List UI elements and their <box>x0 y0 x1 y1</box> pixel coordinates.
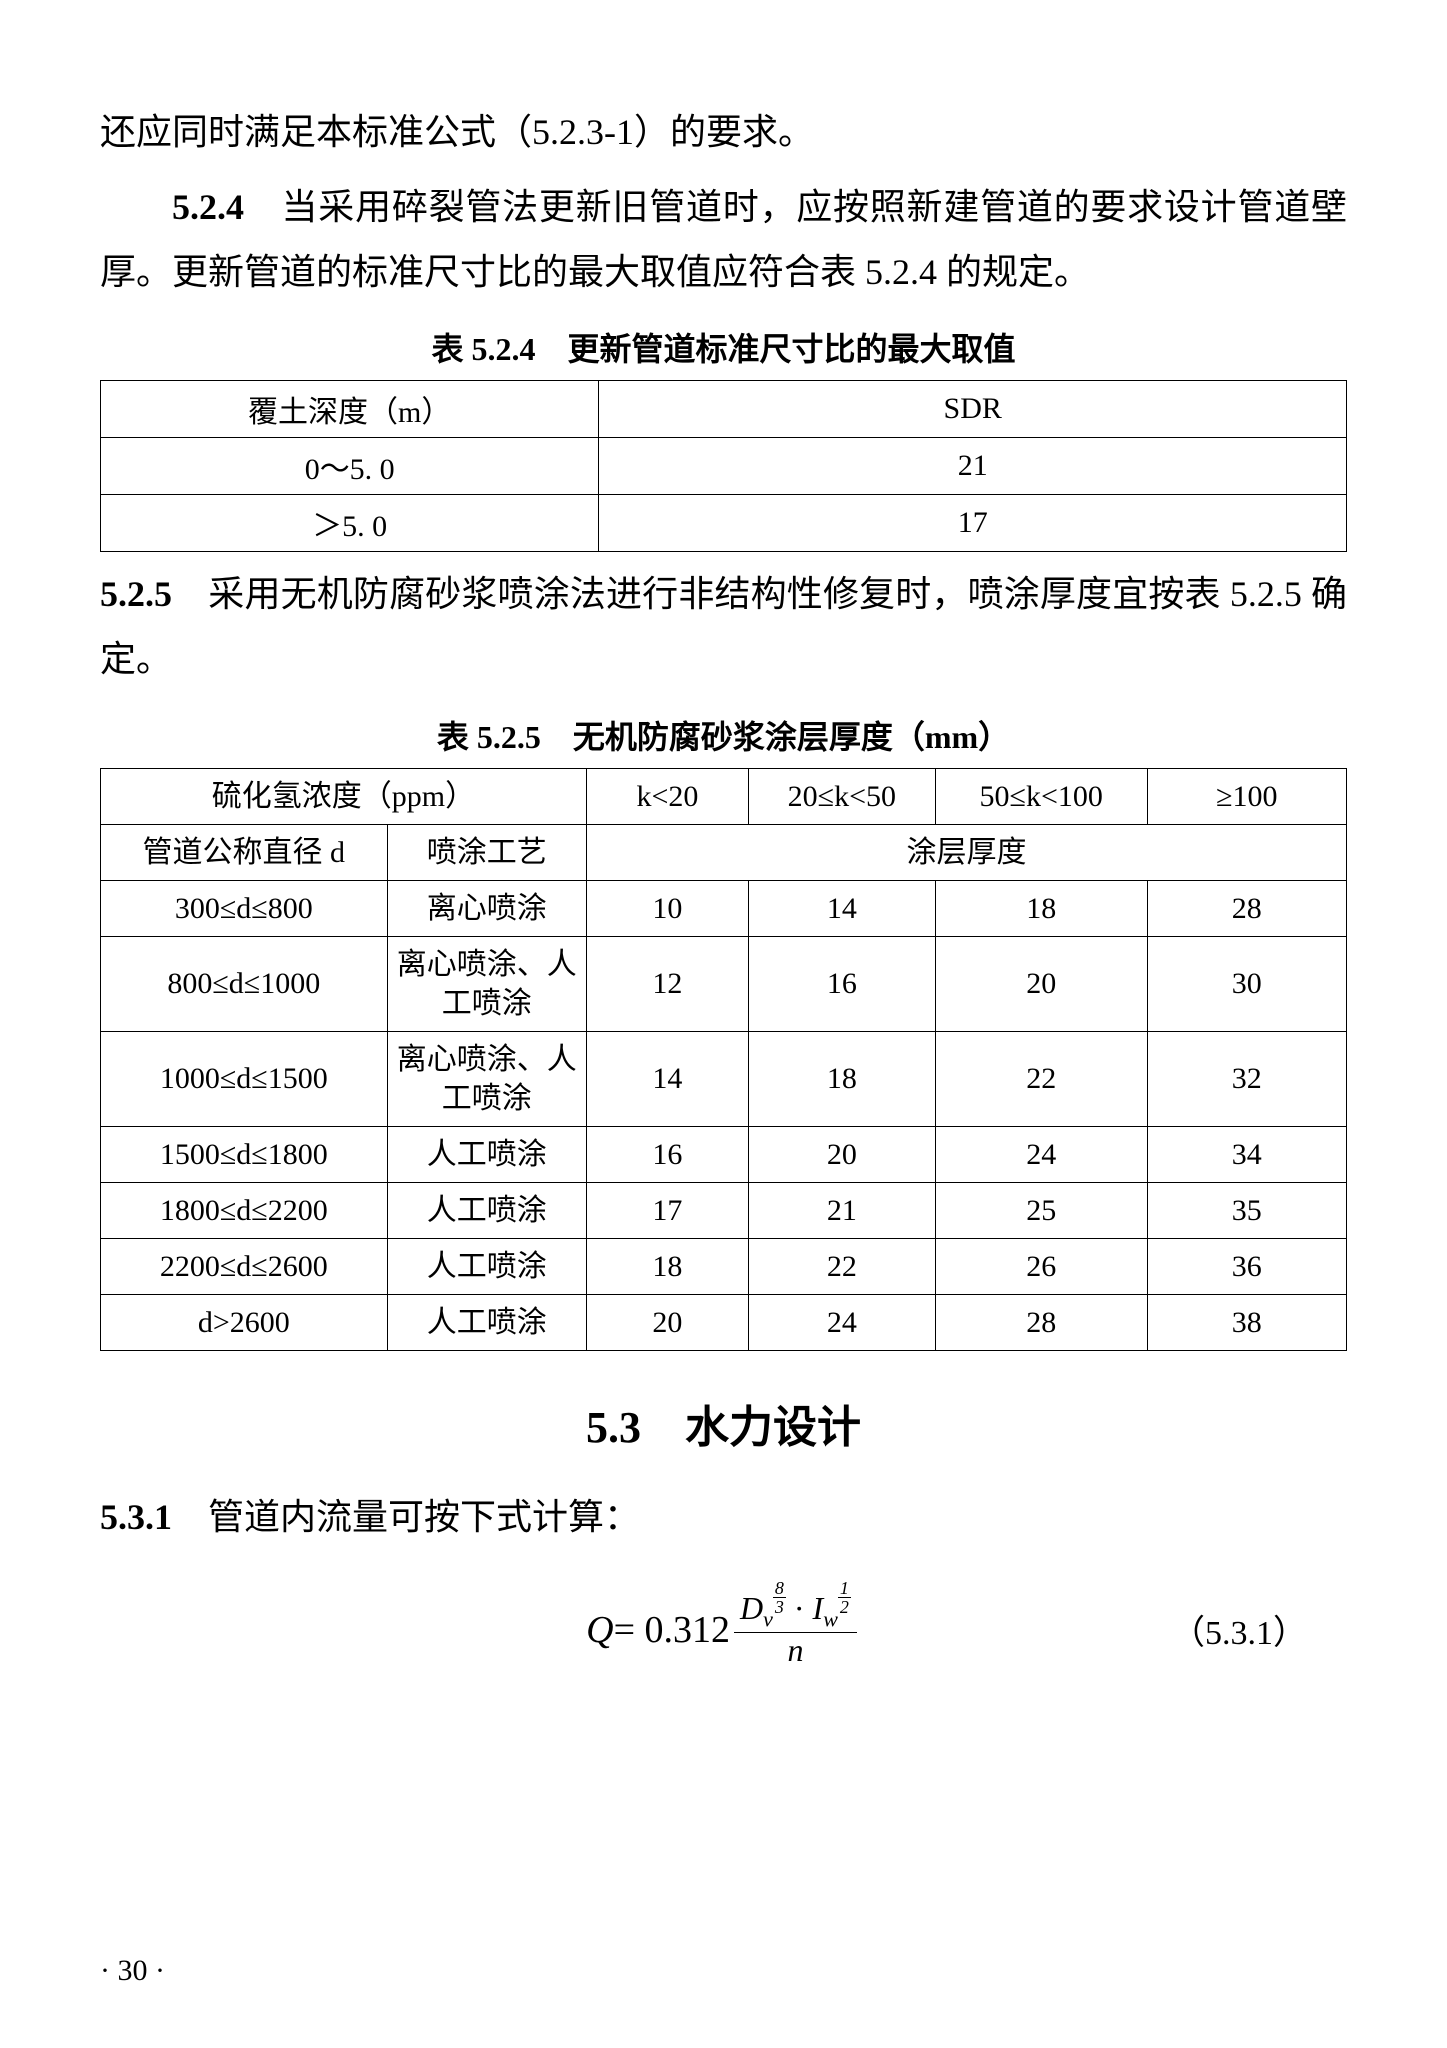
table-header-cell: 覆土深度（m） <box>101 381 599 438</box>
table-row: 800≤d≤1000 离心喷涂、人工喷涂 12 16 20 30 <box>101 936 1347 1031</box>
table-cell: 30 <box>1147 936 1346 1031</box>
paragraph-5-3-1: 5.3.1 管道内流量可按下式计算： <box>100 1485 1347 1550</box>
exponent-1-2: 12 <box>838 1579 851 1616</box>
clause-text: 管道内流量可按下式计算： <box>172 1497 640 1537</box>
paragraph-continuation: 还应同时满足本标准公式（5.2.3-1）的要求。 <box>100 100 1347 165</box>
table-cell: 18 <box>748 1031 935 1126</box>
exponent-8-3: 83 <box>773 1579 786 1616</box>
table-cell: 14 <box>586 1031 748 1126</box>
table-cell: 12 <box>586 936 748 1031</box>
table-5-2-5-caption: 表 5.2.5 无机防腐砂浆涂层厚度（mm） <box>100 712 1347 758</box>
table-header-cell: 50≤k<100 <box>935 768 1147 824</box>
table-cell: 38 <box>1147 1294 1346 1350</box>
clause-number: 5.2.5 <box>100 574 172 614</box>
table-5-2-4: 覆土深度（m） SDR 0～5. 0 21 ＞5. 0 17 <box>100 380 1347 552</box>
table-cell: 10 <box>586 880 748 936</box>
table-row: 1500≤d≤1800 人工喷涂 16 20 24 34 <box>101 1126 1347 1182</box>
table-cell: 16 <box>748 936 935 1031</box>
table-cell: 离心喷涂、人工喷涂 <box>387 1031 586 1126</box>
table-cell: 32 <box>1147 1031 1346 1126</box>
table-cell: d>2600 <box>101 1294 388 1350</box>
table-cell: 16 <box>586 1126 748 1182</box>
table-row: 0～5. 0 21 <box>101 438 1347 495</box>
table-cell: 25 <box>935 1182 1147 1238</box>
sub-w: w <box>823 1607 838 1632</box>
table-cell: 17 <box>599 495 1347 552</box>
table-header-cell: 20≤k<50 <box>748 768 935 824</box>
table-row: 1000≤d≤1500 离心喷涂、人工喷涂 14 18 22 32 <box>101 1031 1347 1126</box>
table-row: ＞5. 0 17 <box>101 495 1347 552</box>
table-5-2-5: 硫化氢浓度（ppm） k<20 20≤k<50 50≤k<100 ≥100 管道… <box>100 768 1347 1351</box>
table-cell: 人工喷涂 <box>387 1294 586 1350</box>
table-row: d>2600 人工喷涂 20 24 28 38 <box>101 1294 1347 1350</box>
table-cell: 26 <box>935 1238 1147 1294</box>
table-cell: 34 <box>1147 1126 1346 1182</box>
formula-body: Q = 0.312 Dv83 · Iw12 n <box>586 1591 861 1668</box>
fraction: Dv83 · Iw12 n <box>734 1591 857 1668</box>
table-cell: 800≤d≤1000 <box>101 936 388 1031</box>
table-cell: 21 <box>748 1182 935 1238</box>
table-cell: 22 <box>748 1238 935 1294</box>
var-Q: Q <box>586 1608 613 1652</box>
numerator: Dv83 · Iw12 <box>734 1591 857 1633</box>
table-row: 覆土深度（m） SDR <box>101 381 1347 438</box>
table-header-cell: ≥100 <box>1147 768 1346 824</box>
table-cell: 14 <box>748 880 935 936</box>
var-Iw: I <box>813 1590 824 1626</box>
table-row: 300≤d≤800 离心喷涂 10 14 18 28 <box>101 880 1347 936</box>
table-row: 管道公称直径 d 喷涂工艺 涂层厚度 <box>101 824 1347 880</box>
table-cell: 0～5. 0 <box>101 438 599 495</box>
table-header-cell: k<20 <box>586 768 748 824</box>
table-header-cell: SDR <box>599 381 1347 438</box>
table-cell: 20 <box>586 1294 748 1350</box>
clause-text: 采用无机防腐砂浆喷涂法进行非结构性修复时，喷涂厚度宜按表 5.2.5 确定。 <box>100 574 1347 679</box>
table-header-cell: 管道公称直径 d <box>101 824 388 880</box>
table-cell: 18 <box>935 880 1147 936</box>
table-cell: 18 <box>586 1238 748 1294</box>
table-cell: 人工喷涂 <box>387 1126 586 1182</box>
equals-coeff: = 0.312 <box>614 1608 730 1652</box>
paragraph-5-2-5: 5.2.5 采用无机防腐砂浆喷涂法进行非结构性修复时，喷涂厚度宜按表 5.2.5… <box>100 562 1347 692</box>
table-cell: 28 <box>935 1294 1147 1350</box>
table-cell: 20 <box>748 1126 935 1182</box>
clause-number: 5.3.1 <box>100 1497 172 1537</box>
table-cell: 28 <box>1147 880 1346 936</box>
table-cell: 35 <box>1147 1182 1346 1238</box>
table-cell: 17 <box>586 1182 748 1238</box>
section-5-3-title: 5.3 水力设计 <box>100 1391 1347 1455</box>
table-cell: 1800≤d≤2200 <box>101 1182 388 1238</box>
table-cell: 24 <box>748 1294 935 1350</box>
table-cell: 24 <box>935 1126 1147 1182</box>
table-cell: 1000≤d≤1500 <box>101 1031 388 1126</box>
var-Dv: D <box>740 1590 763 1626</box>
table-cell: 人工喷涂 <box>387 1238 586 1294</box>
table-cell: 人工喷涂 <box>387 1182 586 1238</box>
table-header-cell: 涂层厚度 <box>586 824 1346 880</box>
table-cell: 离心喷涂 <box>387 880 586 936</box>
table-header-cell: 喷涂工艺 <box>387 824 586 880</box>
table-cell: 离心喷涂、人工喷涂 <box>387 936 586 1031</box>
sub-v: v <box>763 1607 773 1632</box>
table-5-2-4-caption: 表 5.2.4 更新管道标准尺寸比的最大取值 <box>100 324 1347 370</box>
clause-text: 当采用碎裂管法更新旧管道时，应按照新建管道的要求设计管道壁厚。更新管道的标准尺寸… <box>100 187 1347 292</box>
table-header-cell: 硫化氢浓度（ppm） <box>101 768 587 824</box>
table-row: 2200≤d≤2600 人工喷涂 18 22 26 36 <box>101 1238 1347 1294</box>
table-row: 硫化氢浓度（ppm） k<20 20≤k<50 50≤k<100 ≥100 <box>101 768 1347 824</box>
table-cell: 1500≤d≤1800 <box>101 1126 388 1182</box>
table-row: 1800≤d≤2200 人工喷涂 17 21 25 35 <box>101 1182 1347 1238</box>
clause-number: 5.2.4 <box>172 187 244 227</box>
denominator: n <box>781 1633 809 1668</box>
table-cell: 20 <box>935 936 1147 1031</box>
equation-number: （5.3.1） <box>1171 1605 1307 1654</box>
table-cell: 300≤d≤800 <box>101 880 388 936</box>
table-cell: 2200≤d≤2600 <box>101 1238 388 1294</box>
page-number: · 30 · <box>100 1954 165 1988</box>
dot: · <box>786 1590 813 1626</box>
table-cell: ＞5. 0 <box>101 495 599 552</box>
paragraph-5-2-4: 5.2.4 当采用碎裂管法更新旧管道时，应按照新建管道的要求设计管道壁厚。更新管… <box>100 175 1347 305</box>
table-cell: 36 <box>1147 1238 1346 1294</box>
table-cell: 21 <box>599 438 1347 495</box>
formula-5-3-1: Q = 0.312 Dv83 · Iw12 n （5.3.1） <box>100 1570 1347 1690</box>
table-cell: 22 <box>935 1031 1147 1126</box>
